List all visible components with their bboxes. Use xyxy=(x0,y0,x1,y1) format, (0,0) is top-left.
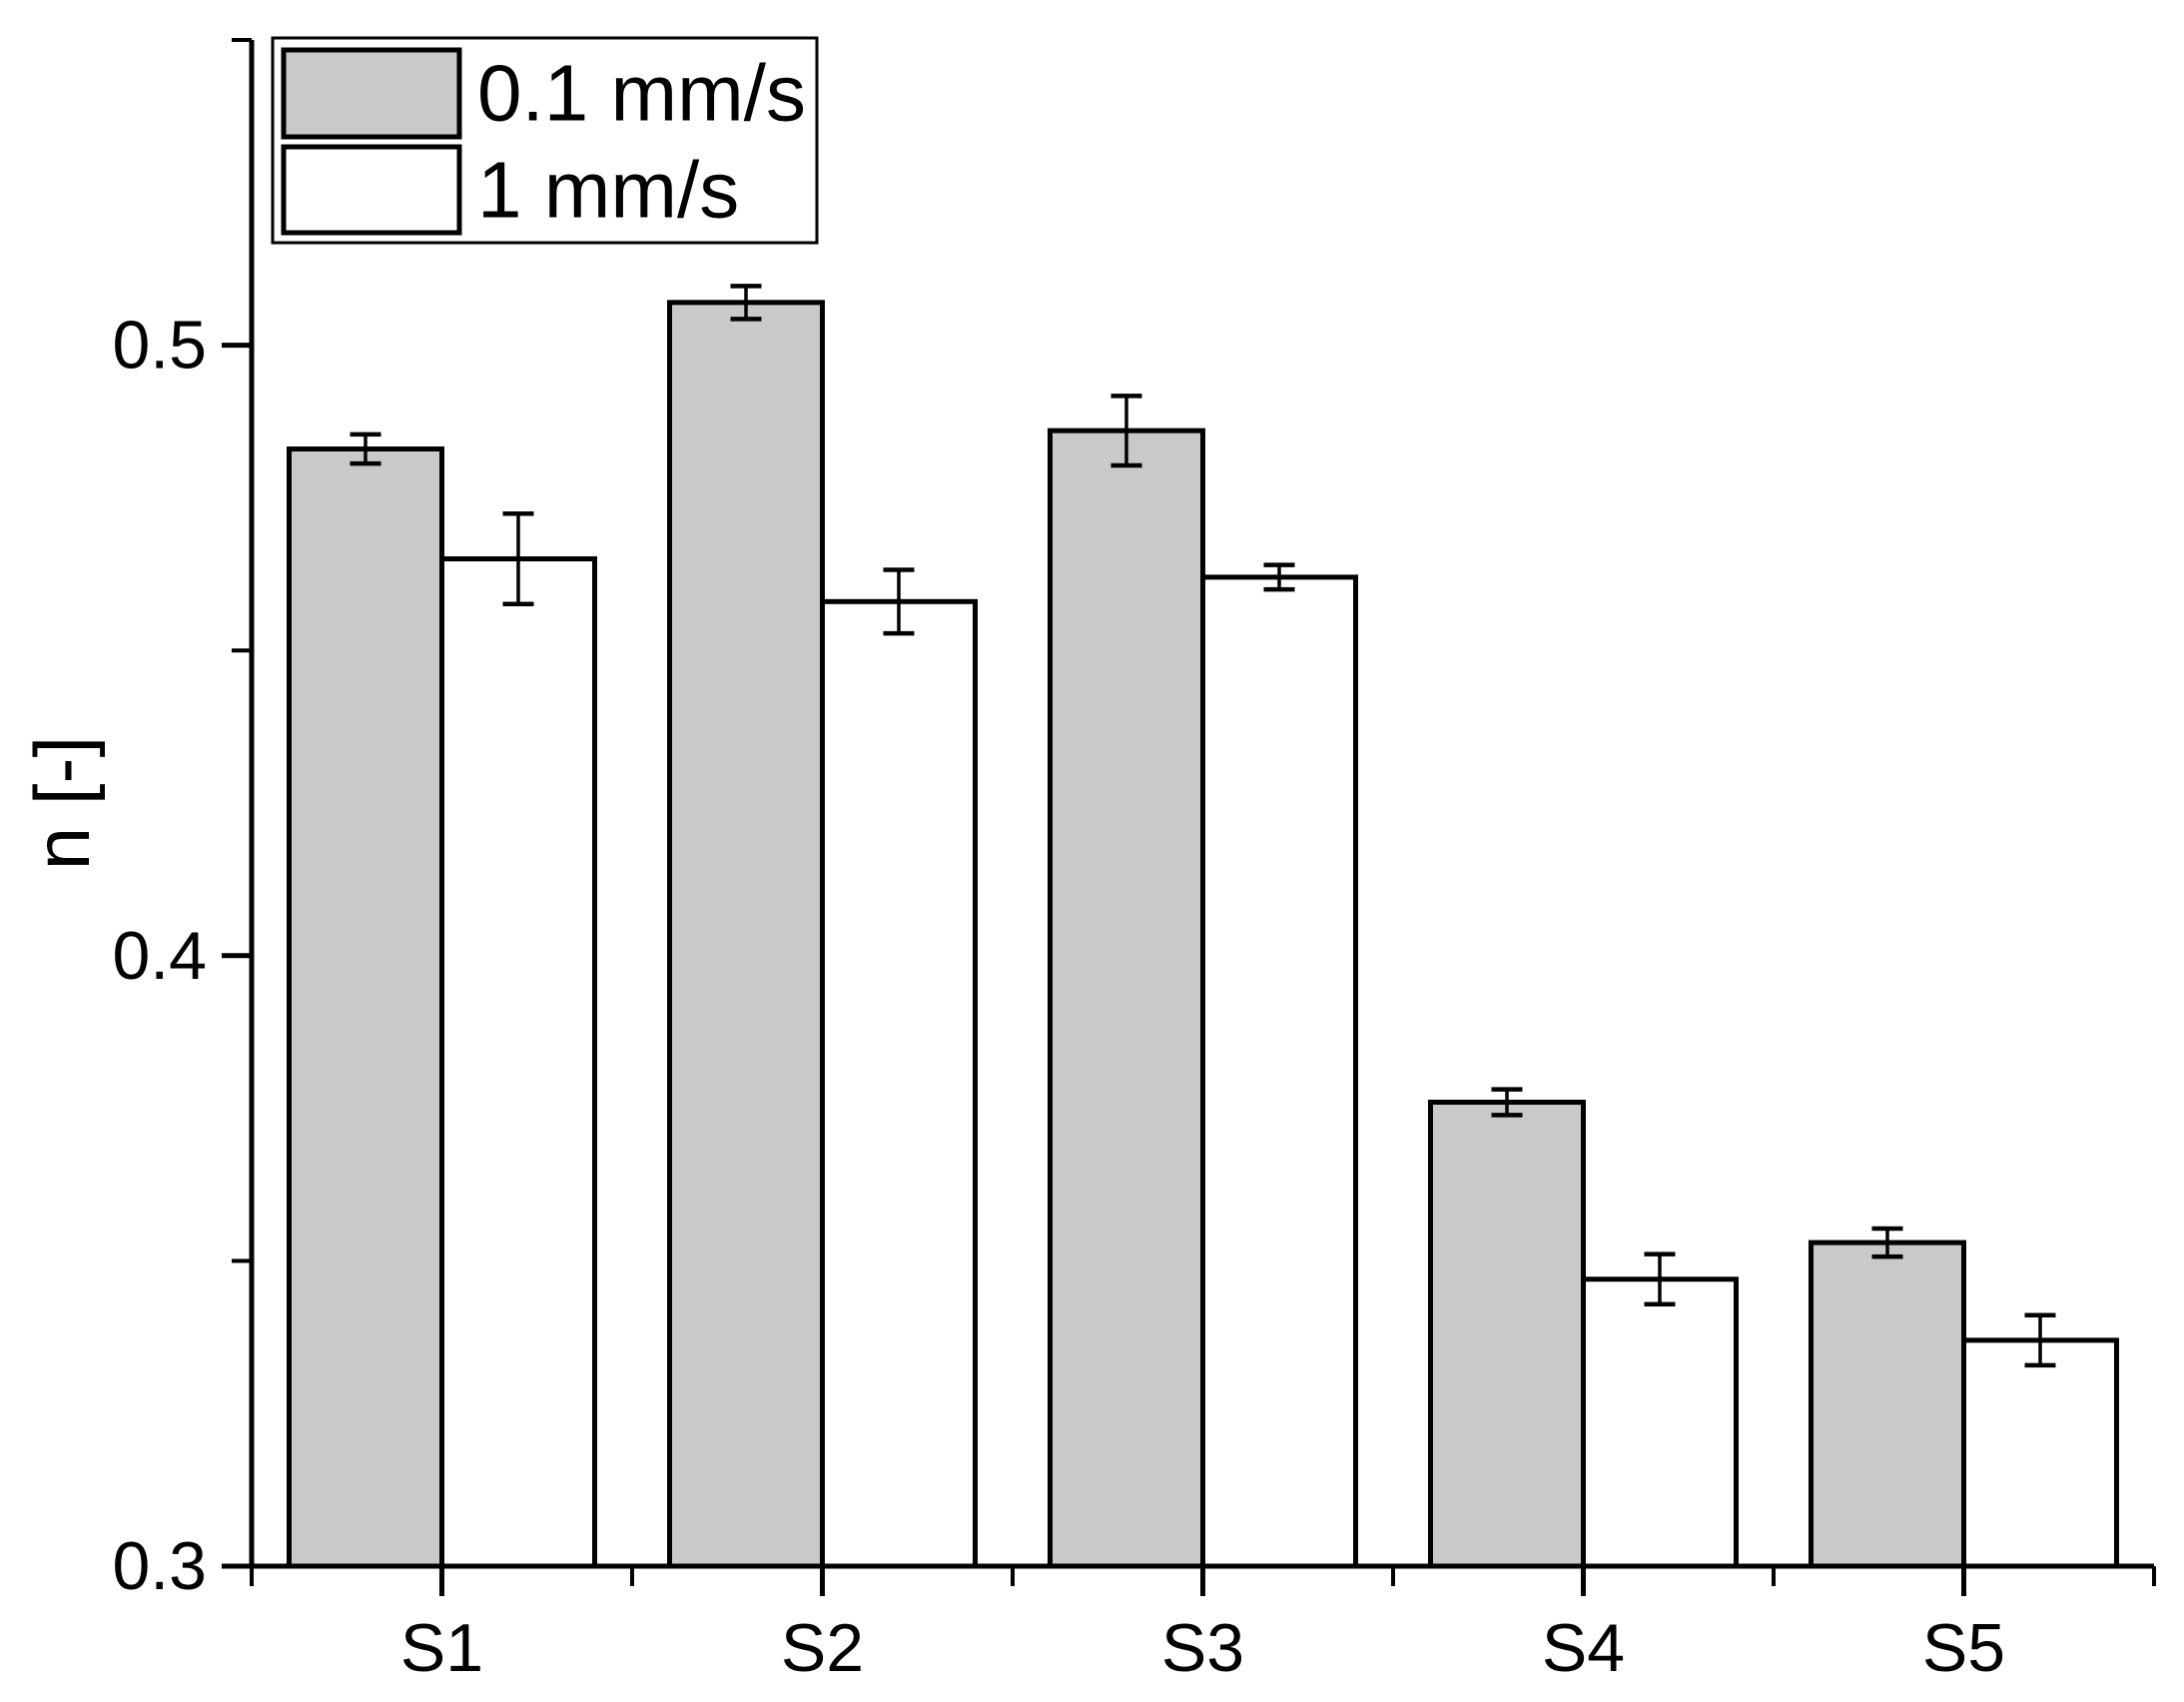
bar xyxy=(667,300,825,1569)
y-tick-label: 0.3 xyxy=(112,1528,207,1604)
bar xyxy=(287,446,444,1569)
bars-group xyxy=(287,300,2119,1569)
bar xyxy=(439,556,597,1569)
error-bars-group xyxy=(350,284,2056,1368)
x-tick-label: S5 xyxy=(1922,1610,2005,1686)
bar xyxy=(1428,1099,1586,1569)
y-tick-label: 0.4 xyxy=(112,918,207,994)
bar xyxy=(1961,1337,2119,1569)
x-tick-label: S1 xyxy=(400,1610,483,1686)
axis-labels-group: 0.3 0.4 0.5 S1 S2 S3 S4 S5 n [-] xyxy=(18,308,2005,1686)
legend-label: 0.1 mm/s xyxy=(477,49,806,138)
y-tick-label: 0.5 xyxy=(112,308,207,384)
x-tick-label: S3 xyxy=(1161,1610,1244,1686)
bar xyxy=(1200,574,1358,1569)
x-tick-label: S4 xyxy=(1542,1610,1625,1686)
legend-swatch xyxy=(281,144,462,236)
bar xyxy=(1048,427,1205,1569)
legend-swatch xyxy=(281,47,462,140)
bar xyxy=(820,598,978,1569)
legend-group: 0.1 mm/s1 mm/s xyxy=(271,36,819,245)
bar xyxy=(1581,1276,1739,1569)
ticks-group xyxy=(222,38,2156,1596)
bar xyxy=(1809,1240,1966,1569)
x-tick-label: S2 xyxy=(781,1610,864,1686)
y-axis-title: n [-] xyxy=(18,736,106,870)
legend-label: 1 mm/s xyxy=(477,146,739,235)
